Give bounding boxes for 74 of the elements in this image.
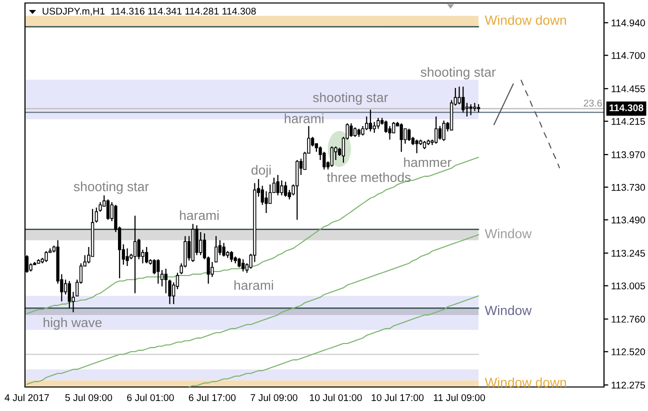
x-tick-label: 5 Jul 09:00 [65,394,112,402]
y-tick-label: 112.520 [612,348,645,356]
candlestick [368,109,372,132]
candlestick [280,180,284,196]
y-tick-label: 113.730 [612,184,645,191]
x-tick-label: 7 Jul 09:00 [250,394,298,402]
candlestick [137,238,140,260]
x-tick-label: 4 Jul 2017 [4,394,49,402]
line-series [26,156,480,314]
candlestick [404,128,407,144]
candlestick [376,117,380,130]
candlestick [353,126,357,138]
candlestick [469,104,472,116]
ref-line-label: 114.308 [610,104,644,112]
candlestick [350,122,353,138]
candlestick [222,242,226,258]
band-label: Window [484,305,532,316]
candlestick [438,125,442,140]
y-tick-label: 113.005 [612,282,645,290]
candlestick [434,116,438,144]
x-tick-label: 11 Jul 09:00 [434,394,485,402]
candlestick [400,122,403,152]
x-tick-label: 10 Jul 17:00 [372,394,424,402]
candlestick [442,120,446,142]
annotation: shooting star [420,67,496,80]
candlestick [238,257,241,268]
candlestick [284,181,288,198]
candlestick [133,215,137,294]
annotation: hammer [404,157,452,168]
candlestick [415,139,418,154]
line-series [26,234,480,385]
line-series [493,83,514,126]
annotation: harami [284,114,324,124]
candlestick [126,248,129,267]
line-series [188,295,480,387]
annotation: 23.6 [584,100,602,107]
candlestick [372,121,376,134]
annotation: harami [180,210,219,220]
candlestick [330,146,334,168]
band-label: Window [484,228,532,238]
band-label: Window down [484,15,566,25]
candlestick [199,231,202,256]
y-tick-label: 112.275 [612,382,645,389]
annotation: shooting star [312,92,388,105]
y-tick-label: 114.940 [612,19,645,26]
candlestick [106,198,110,220]
candlestick [160,270,164,287]
x-tick-label: 10 Jul 01:00 [310,394,362,402]
y-tick-label: 114.215 [612,118,645,125]
y-tick-label: 114.455 [612,85,645,92]
y-tick-label: 112.760 [612,316,645,323]
annotation: shooting star [74,182,149,194]
chart-title: USDJPY.m,H1 114.316 114.341 114.281 114.308 [42,8,256,16]
annotation: harami [234,280,273,290]
x-tick-label: 6 Jul 01:00 [127,394,174,402]
candlestick [156,258,160,284]
y-tick-label: 113.970 [612,151,645,158]
candlestick [242,258,245,272]
line-series [520,79,560,169]
candlestick [68,280,71,309]
candlestick [462,86,465,113]
candlestick [276,174,280,196]
annotation: high wave [44,317,102,330]
annotation: three methods [326,172,411,182]
x-tick-label: 6 Jul 17:00 [188,394,236,402]
candlestick [44,250,48,262]
candlestick [407,128,411,142]
y-tick-label: 113.490 [612,216,645,224]
annotation: doji [252,165,271,178]
band-label: Window down [484,377,566,388]
y-tick-label: 114.700 [612,52,645,59]
candlestick [145,246,148,264]
candlestick [230,250,234,262]
y-tick-label: 113.245 [612,250,645,257]
